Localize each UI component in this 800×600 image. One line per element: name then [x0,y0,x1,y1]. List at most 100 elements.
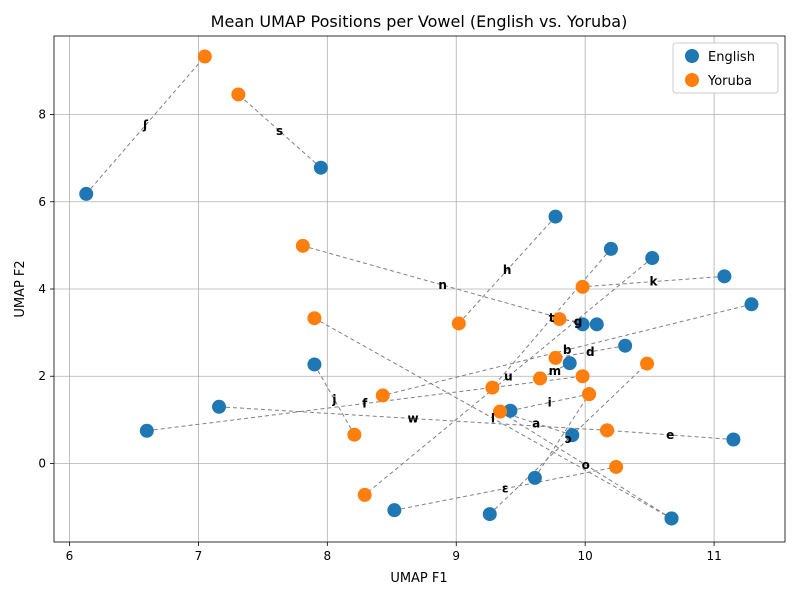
english-point [307,357,322,372]
yoruba-point [548,350,563,365]
pair-line [394,466,617,511]
grid [54,36,785,542]
pair-line [218,406,608,431]
english-point [664,511,679,526]
english-point [645,251,660,266]
legend-yoruba-label: Yoruba [707,74,752,89]
chart-title: Mean UMAP Positions per Vowel (English v… [211,12,628,31]
english-point [589,317,604,332]
pair-line [364,257,653,496]
vowel-label: j [331,393,336,407]
pair-line [555,345,626,359]
yoruba-point [552,312,567,327]
x-tick-label: 10 [578,549,593,563]
y-tick-label: 0 [38,456,46,470]
english-point [575,317,590,332]
yoruba-point [375,388,390,403]
yoruba-point [600,423,615,438]
english-point [562,356,577,371]
legend-english-marker [685,49,699,63]
x-tick-label: 11 [706,549,721,563]
yoruba-point [347,427,362,442]
x-axis-ticks: 6 7 8 9 10 11 [66,542,722,563]
vowel-labels: ʃ s h n t k b d g m f l j i e w u ɔ a o ɛ [142,118,674,495]
vowel-label: ʃ [142,118,149,132]
vowel-label: s [276,124,283,138]
pair-line [238,94,322,169]
yoruba-point [357,487,372,502]
pair-line [146,375,583,432]
yoruba-point [231,87,246,102]
english-point [212,399,227,414]
pair-line [607,429,734,440]
pair-line [314,317,672,519]
pair-lines [85,56,752,519]
vowel-label: h [503,263,512,277]
vowel-label: f [362,397,368,411]
pair-line [499,411,672,519]
vowel-label: g [574,315,583,329]
vowel-label: a [532,416,540,430]
x-axis-label: UMAP F1 [390,571,447,586]
english-point [313,160,328,175]
pair-line [534,393,590,479]
x-tick-label: 8 [323,549,331,563]
pair-line [510,393,590,412]
english-point [482,507,497,522]
yoruba-point [493,404,508,419]
yoruba-point [451,316,466,331]
english-point [139,423,154,438]
english-point [503,403,518,418]
yoruba-point [307,311,322,326]
vowel-label: m [549,364,562,378]
vowel-label: o [582,458,590,472]
vowel-label: w [408,412,419,426]
y-tick-label: 6 [38,195,46,209]
yoruba-point [485,380,500,395]
pair-line [85,56,206,195]
vowel-label: e [666,428,674,442]
legend-frame [672,42,779,94]
vowel-label: k [650,275,659,289]
english-points [79,160,759,526]
legend: English Yoruba [672,42,779,94]
legend-yoruba-marker [685,73,699,87]
yoruba-point [295,238,310,253]
english-point [548,209,563,224]
vowel-label: ɛ [502,482,509,496]
english-point [387,503,402,518]
x-tick-label: 7 [195,549,203,563]
y-axis-label: UMAP F2 [13,260,28,317]
vowel-label: n [438,278,447,292]
pair-line [582,275,725,288]
y-tick-label: 2 [38,369,46,383]
pair-line [382,303,752,396]
yoruba-point [640,356,655,371]
yoruba-point [609,459,624,474]
english-point [527,470,542,485]
yoruba-point [575,279,590,294]
vowel-label: d [586,345,595,359]
english-point [744,297,759,312]
english-point [726,432,741,447]
english-point [717,269,732,284]
english-point [603,241,618,256]
vowel-label: ɔ [565,432,572,446]
yoruba-point [533,371,548,386]
vowel-label: b [563,343,572,357]
pair-line [491,248,612,388]
vowel-label: u [504,369,513,383]
y-tick-label: 4 [38,282,46,296]
vowel-label: l [491,411,495,425]
vowel-label: t [549,311,555,325]
yoruba-points [197,49,655,502]
x-tick-label: 6 [66,549,74,563]
yoruba-point [575,369,590,384]
english-point [565,428,580,443]
vowel-label: i [548,395,552,409]
legend-english-label: English [708,50,755,65]
pair-line [458,216,556,324]
y-axis-ticks: 0 2 4 6 8 [38,108,54,470]
